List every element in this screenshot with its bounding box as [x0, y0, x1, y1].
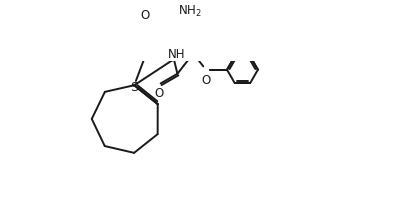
Text: O: O [140, 9, 149, 22]
Text: O: O [201, 74, 211, 87]
Text: NH: NH [168, 48, 185, 61]
Text: S: S [130, 80, 138, 94]
Text: O: O [155, 87, 164, 100]
Text: NH$_2$: NH$_2$ [178, 4, 201, 19]
